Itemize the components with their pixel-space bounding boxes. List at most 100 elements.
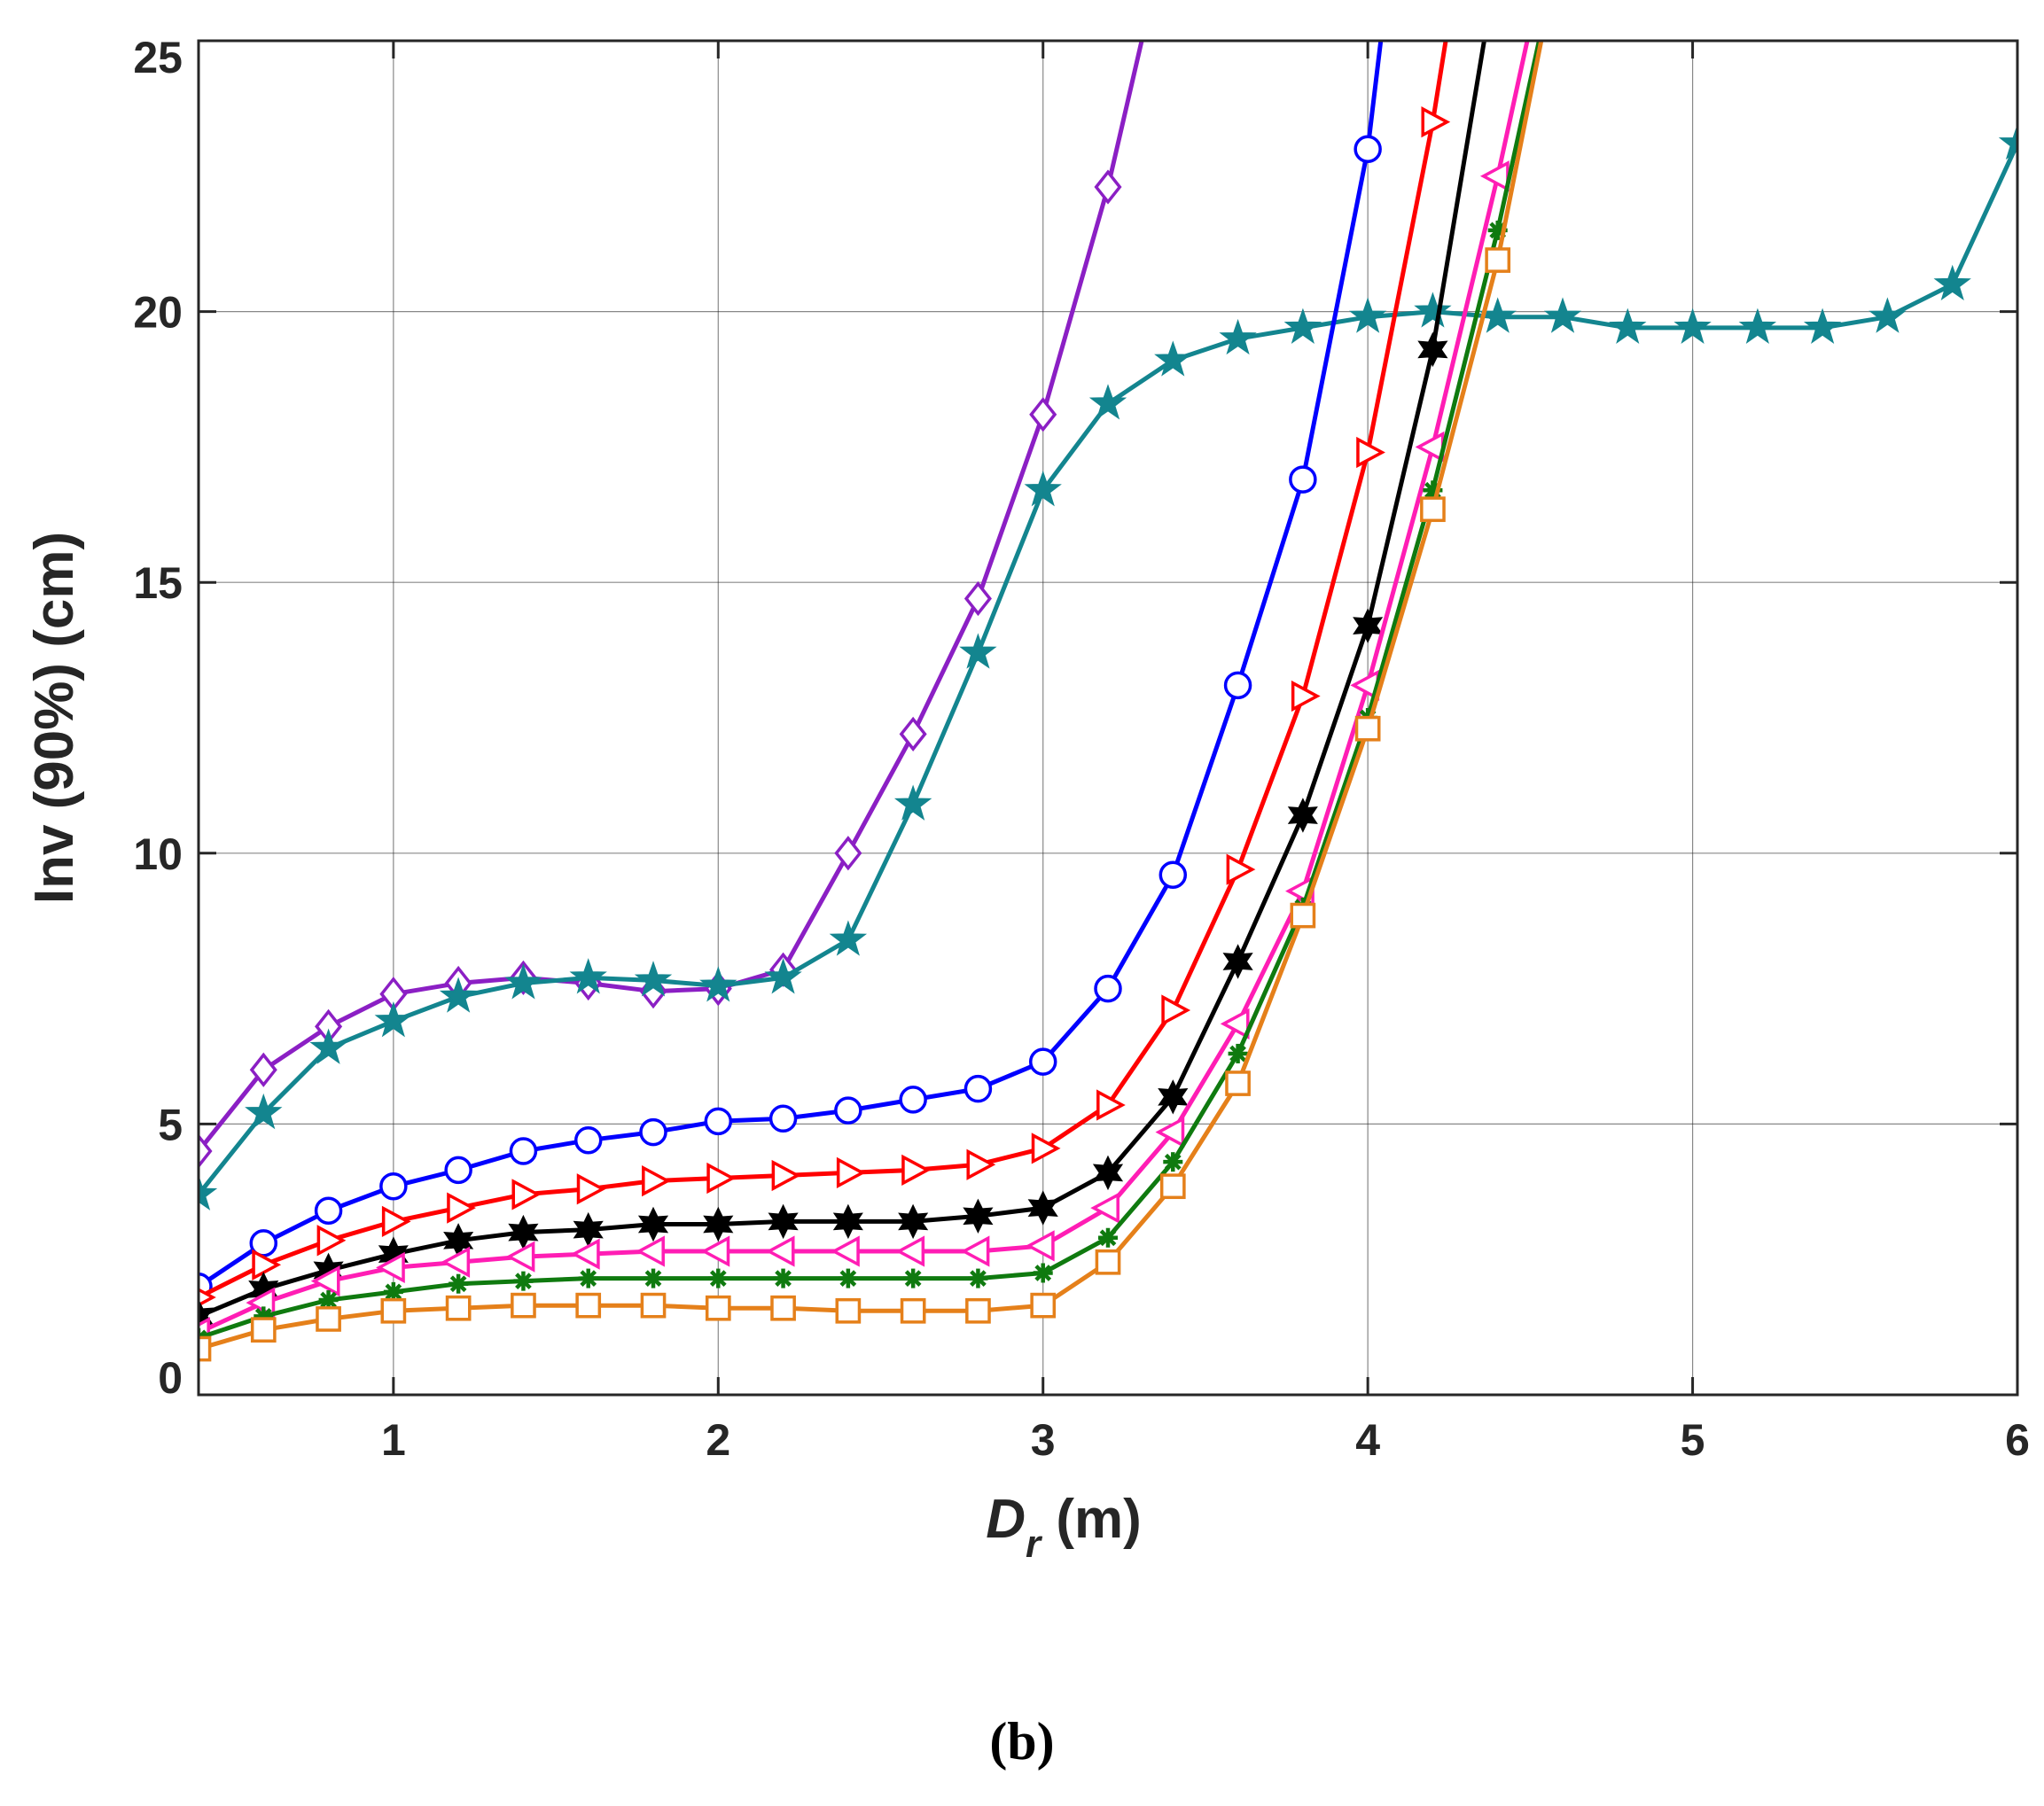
data-point <box>968 1268 988 1288</box>
triangle-left-marker <box>310 1265 340 1297</box>
data-point <box>1348 297 1387 333</box>
data-point <box>834 1096 862 1125</box>
data-point <box>1353 608 1384 643</box>
data-point <box>380 1297 407 1324</box>
data-point <box>836 1156 866 1189</box>
data-point <box>441 1246 471 1278</box>
star-marker <box>764 958 802 994</box>
y-tick-label: 20 <box>133 288 183 338</box>
data-point <box>831 1235 860 1267</box>
data-point <box>199 1174 218 1210</box>
y-axis-title: Inv (90%) (cm) <box>24 532 85 904</box>
data-point <box>1933 264 1971 301</box>
triangle-right-marker <box>966 1148 996 1180</box>
triangle-left-marker <box>246 1287 276 1319</box>
data-point <box>252 1249 282 1281</box>
data-point <box>1287 798 1318 833</box>
triangle-right-marker <box>252 1249 282 1281</box>
x-axis-title-main: D <box>986 1489 1026 1550</box>
series-teal-star <box>199 123 2017 1210</box>
diamond-marker <box>1094 169 1122 205</box>
data-point <box>509 1137 538 1165</box>
triangle-right-marker <box>316 1225 347 1257</box>
asterisk-stroke <box>1164 1153 1182 1171</box>
triangle-right-marker <box>511 1179 542 1210</box>
circle-marker <box>1094 974 1122 1003</box>
asterisk-stroke <box>904 1270 922 1287</box>
data-point <box>637 1206 669 1242</box>
circle-marker <box>1354 135 1382 163</box>
data-point <box>1291 680 1321 712</box>
triangle-right-marker <box>771 1159 801 1192</box>
plot-frame <box>197 39 2019 1397</box>
square-marker <box>1290 902 1316 929</box>
data-point <box>903 1268 924 1288</box>
circle-marker <box>768 1104 798 1133</box>
series-line-orange-square <box>199 41 1544 1351</box>
data-point <box>963 1074 993 1103</box>
series-orange-square <box>199 41 1544 1362</box>
star-marker <box>199 1174 218 1210</box>
x-axis-title-sub: r <box>1026 1522 1043 1566</box>
data-point <box>705 1295 731 1321</box>
data-point <box>1803 307 1842 344</box>
asterisk-stroke <box>970 1270 987 1287</box>
data-point <box>199 1335 212 1362</box>
data-point <box>1094 974 1122 1003</box>
asterisk-stroke <box>1034 1265 1052 1281</box>
hexagram-marker <box>898 1203 929 1240</box>
data-point <box>642 1164 671 1197</box>
square-marker <box>1030 1292 1057 1319</box>
data-point <box>570 1238 600 1270</box>
hexagram-marker <box>637 1206 669 1242</box>
triangle-left-marker <box>1090 1192 1120 1224</box>
data-point <box>1289 465 1317 494</box>
data-point <box>573 1125 603 1155</box>
data-point <box>1485 247 1511 273</box>
star-marker <box>569 958 607 994</box>
star-marker <box>309 1028 347 1064</box>
triangle-left-marker <box>765 1235 795 1267</box>
circle-marker <box>1159 860 1188 889</box>
star-marker <box>959 633 997 669</box>
data-point <box>1738 307 1777 344</box>
data-point <box>699 966 737 1002</box>
data-point <box>505 1241 535 1273</box>
data-point <box>318 1290 339 1311</box>
square-marker <box>1225 1070 1251 1096</box>
data-point <box>700 1235 730 1267</box>
data-point <box>1543 297 1582 333</box>
data-point <box>1159 1173 1186 1200</box>
data-point <box>1092 1155 1124 1191</box>
data-point <box>1088 384 1127 420</box>
triangle-right-marker <box>642 1164 671 1197</box>
data-point <box>838 1268 858 1288</box>
data-point <box>768 1203 799 1240</box>
x-axis-title-unit: (m) <box>1041 1489 1142 1550</box>
triangle-left-marker <box>895 1235 925 1267</box>
data-point <box>768 1104 798 1133</box>
grid-lines <box>199 40 2018 1396</box>
data-point <box>1998 123 2017 160</box>
triangle-left-marker <box>1025 1230 1055 1262</box>
data-series <box>199 41 2017 1362</box>
triangle-right-marker <box>1096 1089 1126 1121</box>
triangle-right-marker <box>836 1156 866 1189</box>
data-point <box>900 1297 926 1324</box>
star-marker <box>1283 307 1322 344</box>
series-red-triangle-right <box>199 41 1451 1307</box>
data-point <box>965 1297 991 1324</box>
star-marker <box>374 1001 413 1038</box>
star-marker <box>504 963 542 1000</box>
data-point <box>1219 318 1257 355</box>
circle-marker <box>899 1086 927 1114</box>
square-marker <box>705 1295 731 1321</box>
data-point <box>314 1196 343 1225</box>
data-point <box>316 1225 347 1257</box>
data-point <box>447 1192 476 1224</box>
x-tick-label: 6 <box>2005 1415 2030 1465</box>
data-point <box>1030 1292 1057 1319</box>
data-point <box>835 1297 862 1324</box>
circle-marker <box>509 1137 538 1165</box>
